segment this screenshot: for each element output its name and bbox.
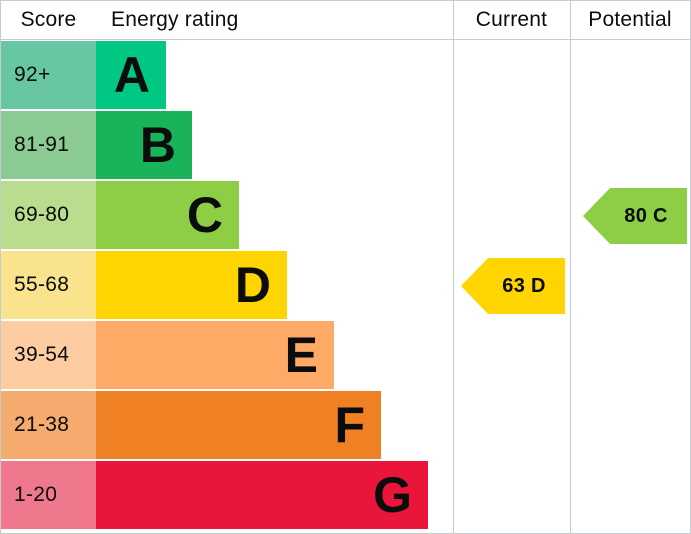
- band-letter-c: C: [186, 187, 223, 243]
- rating-bar-f: F: [96, 391, 381, 459]
- band-row-b: 81-91 B: [1, 111, 454, 181]
- band-letter-d: D: [234, 257, 271, 313]
- band-row-d: 55-68 D: [1, 251, 454, 321]
- band-letter-a: A: [113, 47, 150, 103]
- rating-bar-b: B: [96, 111, 192, 179]
- band-letter-g: G: [373, 467, 412, 523]
- header-potential: Potential: [588, 8, 672, 31]
- rating-bar-d: D: [96, 251, 287, 319]
- score-cell-b: 81-91: [1, 111, 96, 179]
- potential-column-divider: [570, 1, 571, 533]
- band-row-g: 1-20 G: [1, 461, 454, 531]
- band-row-c: 69-80 C: [1, 181, 454, 251]
- header-energy-rating: Energy rating: [111, 8, 239, 31]
- header-current: Current: [475, 8, 548, 31]
- rating-rows: 92+ A 81-91 B 69-80 C 55-68 D 39-54: [1, 41, 454, 531]
- rating-bar-a: A: [96, 41, 166, 109]
- band-row-a: 92+ A: [1, 41, 454, 111]
- score-cell-e: 39-54: [1, 321, 96, 389]
- score-cell-g: 1-20: [1, 461, 96, 529]
- current-rating-arrow: 63 D: [461, 258, 565, 314]
- header-row: Score Energy rating Current Potential: [1, 1, 690, 40]
- score-cell-a: 92+: [1, 41, 96, 109]
- band-letter-e: E: [284, 327, 318, 383]
- header-score: Score: [20, 8, 77, 31]
- rating-bar-e: E: [96, 321, 334, 389]
- band-letter-b: B: [139, 117, 176, 173]
- rating-bar-c: C: [96, 181, 239, 249]
- potential-rating-arrow: 80 C: [583, 188, 687, 244]
- band-letter-f: F: [334, 397, 365, 453]
- score-cell-c: 69-80: [1, 181, 96, 249]
- band-row-e: 39-54 E: [1, 321, 454, 391]
- rating-bar-g: G: [96, 461, 428, 529]
- score-cell-f: 21-38: [1, 391, 96, 459]
- current-column-divider: [453, 1, 454, 533]
- band-row-f: 21-38 F: [1, 391, 454, 461]
- score-cell-d: 55-68: [1, 251, 96, 319]
